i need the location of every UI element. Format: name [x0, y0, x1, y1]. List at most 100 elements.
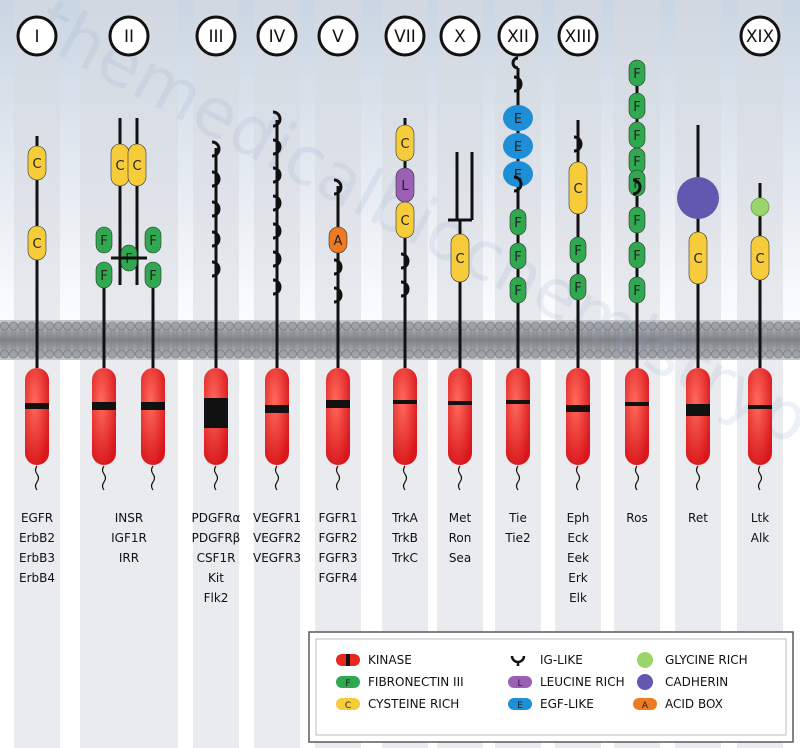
fibronectin-domain-letter: F [100, 234, 107, 249]
legend-acid-swatch [633, 698, 657, 710]
receptor-name: Met [449, 511, 472, 525]
receptor-name: Sea [449, 551, 471, 565]
c-terminal-tail [757, 465, 763, 491]
ig-like-domain [211, 260, 221, 278]
legend-label: CADHERIN [665, 675, 728, 689]
cysteine-domain [127, 143, 147, 187]
receptor-name: Elk [569, 591, 587, 605]
fibronectin-domain-letter: F [633, 177, 640, 192]
kinase-insert [748, 405, 772, 409]
receptor-name: ErbB3 [19, 551, 55, 565]
class-badge [439, 15, 481, 57]
fibronectin-domain-letter: F [149, 269, 156, 284]
kinase-insert [92, 402, 116, 410]
egf-domain-letter: E [514, 168, 522, 183]
fibronectin-domain [509, 276, 527, 304]
fibronectin-domain-letter: F [633, 214, 640, 229]
kinase-insert [566, 405, 590, 412]
cysteine-domain-letter: C [755, 252, 764, 267]
legend-label: IG-LIKE [540, 653, 583, 667]
egf-domain [503, 161, 533, 187]
fibronectin-domain-letter: F [633, 155, 640, 170]
fibronectin-domain [144, 261, 162, 289]
class-numeral: XIII [565, 27, 592, 47]
legend-ig-swatch [510, 655, 526, 666]
ig-like-domain [333, 178, 343, 196]
ig-like-domain [211, 230, 221, 248]
receptor-name: Eph [567, 511, 590, 525]
receptor-name: Erk [568, 571, 588, 585]
ig-like-domain [511, 56, 519, 70]
legend-label: FIBRONECTIN III [368, 675, 464, 689]
kinase-insert [506, 400, 530, 404]
kinase-domain [265, 368, 289, 465]
c-terminal-tail [274, 465, 280, 491]
ig-like-domain [333, 286, 343, 304]
ig-like-domain [272, 194, 282, 212]
ig-like-domain [632, 178, 642, 196]
ig-like-domain [272, 138, 282, 156]
fibronectin-domain-letter: F [633, 249, 640, 264]
receptor-name: Alk [751, 531, 770, 545]
ig-like-domain [211, 140, 221, 158]
c-terminal-tail [515, 465, 521, 491]
legend-label: CYSTEINE RICH [368, 697, 459, 711]
kinase-domain [92, 368, 116, 465]
cysteine-domain-letter: C [32, 157, 41, 172]
kinase-insert [625, 402, 649, 406]
class-badge [256, 15, 298, 57]
fibronectin-domain [509, 208, 527, 236]
receptors: I II III IV V VII X XII XIII XIXEGFRErbB2ErbB3Erb… [16, 15, 781, 605]
kinase-insert [204, 398, 228, 428]
fibronectin-domain-letter: F [633, 67, 640, 82]
receptor-name: FGFR4 [318, 571, 357, 585]
receptor-name: Eck [567, 531, 588, 545]
kinase-domain [686, 368, 710, 465]
legend-label: GLYCINE RICH [665, 653, 748, 667]
receptor-name: EGFR [21, 511, 53, 525]
class-numeral: IV [269, 27, 286, 47]
receptor-name: IGF1R [111, 531, 147, 545]
fibronectin-domain-letter: F [514, 216, 521, 231]
kinase-domain [141, 368, 165, 465]
legend-fibronectin-swatch [336, 676, 360, 688]
legend-cysteine-swatch [336, 698, 360, 710]
legend-swatch-letter: A [642, 701, 649, 711]
class-numeral: II [124, 27, 134, 47]
receptor-name: VEGFR2 [253, 531, 301, 545]
cysteine-domain-letter: C [693, 252, 702, 267]
receptor-name: PDGFRβ [192, 531, 241, 545]
membrane-lipid-pattern [0, 320, 800, 360]
receptor-name: ErbB2 [19, 531, 55, 545]
glycine-rich-domain [750, 197, 770, 217]
legend-label: LEUCINE RICH [540, 675, 625, 689]
legend-swatch-letter: F [345, 679, 350, 689]
fibronectin-domain [569, 236, 587, 264]
c-terminal-tail [634, 465, 640, 491]
legend-label: ACID BOX [665, 697, 723, 711]
fibronectin-domain [95, 226, 113, 254]
ig-like-domain [272, 110, 282, 128]
receptor-name: Tie [508, 511, 527, 525]
receptor-name: CSF1R [197, 551, 236, 565]
legend-leucine-swatch [508, 676, 532, 688]
kinase-insert [686, 404, 710, 416]
legend-label: EGF-LIKE [540, 697, 594, 711]
kinase-insert [448, 401, 472, 405]
kinase-domain [748, 368, 772, 465]
kinase-domain [393, 368, 417, 465]
egf-domain-letter: E [514, 112, 522, 127]
cysteine-domain-letter: C [455, 252, 464, 267]
ig-like-domain [272, 250, 282, 268]
receptor-name: FGFR2 [318, 531, 357, 545]
fibronectin-domain [569, 273, 587, 301]
cysteine-domain-letter: C [573, 182, 582, 197]
c-terminal-tail [457, 465, 463, 491]
c-terminal-tail [575, 465, 581, 491]
ig-like-domain [513, 75, 523, 93]
class-numeral: III [208, 27, 223, 47]
cysteine-domain [27, 225, 47, 261]
class-numeral: V [332, 27, 344, 47]
acid-domain-letter: A [334, 234, 343, 249]
